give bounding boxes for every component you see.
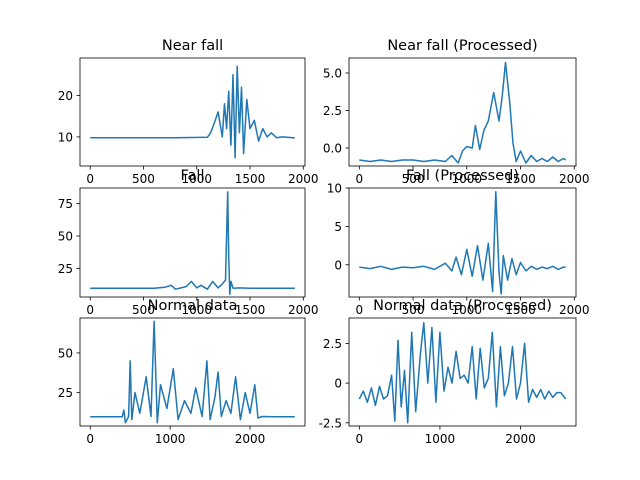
y-tick-label: 2.5 — [323, 104, 342, 118]
subplot-6: 0 1000 2000 -2.5 0 2.5 Normal data (Processed) — [319, 298, 577, 446]
y-tick-label: 10 — [58, 130, 73, 144]
axes-frame — [348, 317, 577, 427]
axes-frame — [79, 187, 306, 298]
x-tick-label: 1500 — [235, 303, 266, 317]
x-tick-label: 500 — [402, 172, 425, 186]
x-tick-label: 1000 — [155, 432, 186, 446]
subplot-3: 0 500 1000 1500 2000 25 50 75 Fall — [58, 168, 319, 317]
subplot-title: Fall (Processed) — [406, 168, 519, 184]
y-tick-label: 0 — [334, 377, 342, 391]
x-tick-label: 1000 — [181, 172, 212, 186]
y-tick-label: 50 — [58, 230, 73, 244]
y-tick-label: 10 — [327, 182, 342, 196]
x-tick-label: 0 — [86, 432, 94, 446]
x-tick-label: 0 — [355, 172, 363, 186]
x-tick-label: 500 — [132, 303, 155, 317]
y-tick-label: 75 — [58, 197, 73, 211]
x-tick-label: 1500 — [235, 172, 266, 186]
x-tick-label: 0 — [86, 172, 94, 186]
x-tick-label: 2000 — [235, 432, 266, 446]
x-tick-label: 1000 — [181, 303, 212, 317]
x-tick-label: 1500 — [505, 172, 536, 186]
subplot-title: Normal data — [148, 298, 238, 314]
axes-frame — [79, 317, 306, 427]
series-line-1 — [90, 65, 295, 159]
y-tick-label: 25 — [58, 262, 73, 276]
series-line-1 — [359, 191, 566, 295]
subplot-5: 0 1000 2000 25 50 Normal data — [58, 298, 306, 446]
x-tick-label: 1500 — [505, 303, 536, 317]
y-tick-label: 0 — [334, 258, 342, 272]
subplot-title: Near fall — [162, 38, 223, 54]
subplot-2: 0 500 1000 1500 2000 0.0 2.5 5.0 Near fall (Proc… — [323, 38, 590, 186]
x-tick-label: 0 — [86, 303, 94, 317]
series-line-1 — [358, 322, 567, 424]
subplot-title: Normal data (Processed) — [373, 298, 552, 314]
x-tick-label: 500 — [132, 172, 155, 186]
x-tick-label: 2000 — [559, 172, 590, 186]
subplot-4: 0 500 1000 1500 2000 0 5 10 Fall (Processed) — [327, 168, 590, 317]
x-tick-label: 0 — [355, 303, 363, 317]
y-tick-label: 20 — [58, 89, 73, 103]
subplot-title: Fall — [181, 168, 205, 184]
axes-frame — [348, 57, 577, 167]
y-tick-label: 2.5 — [323, 337, 342, 351]
y-tick-label: 5 — [334, 220, 342, 234]
x-tick-label: 500 — [402, 303, 425, 317]
x-tick-label: 0 — [355, 432, 363, 446]
x-tick-label: 2000 — [288, 303, 319, 317]
x-tick-label: 1000 — [425, 432, 456, 446]
series-line-1 — [90, 320, 295, 424]
y-tick-label: 50 — [58, 346, 73, 360]
axes-frame — [79, 57, 306, 167]
subplot-1: 0 500 1000 1500 2000 10 20 Near fall — [58, 38, 319, 186]
series-line-1 — [359, 61, 567, 164]
x-tick-label: 2000 — [288, 172, 319, 186]
y-tick-label: 0.0 — [323, 142, 342, 156]
x-tick-label: 2000 — [559, 303, 590, 317]
series-line-1 — [90, 191, 295, 296]
axes-frame — [348, 187, 577, 298]
y-tick-label: 5.0 — [323, 67, 342, 81]
y-tick-label: 25 — [58, 386, 73, 400]
y-tick-label: -2.5 — [319, 416, 342, 430]
x-tick-label: 1000 — [452, 172, 483, 186]
x-tick-label: 2000 — [505, 432, 536, 446]
subplot-title: Near fall (Processed) — [387, 38, 537, 54]
x-tick-label: 1000 — [452, 303, 483, 317]
